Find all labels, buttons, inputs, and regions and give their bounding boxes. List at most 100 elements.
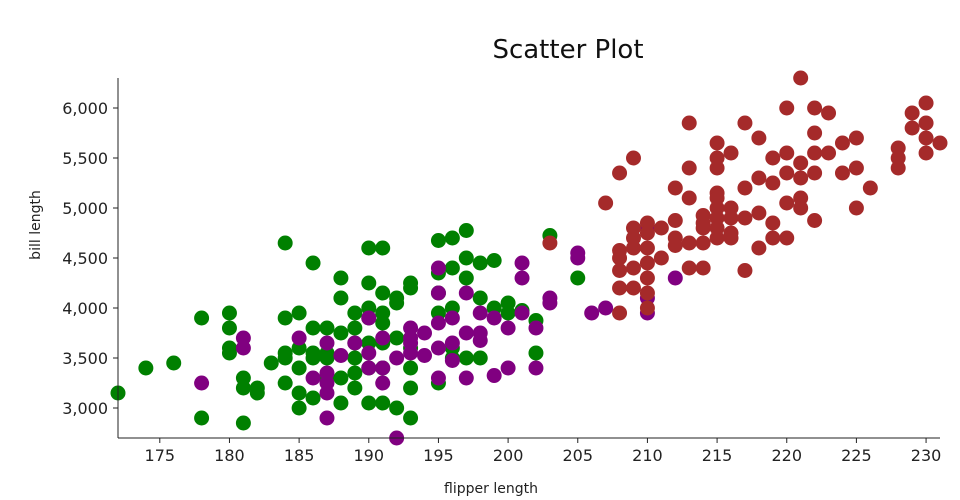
data-point-series-2: [333, 348, 349, 363]
data-point-series-3: [793, 170, 809, 186]
data-point-series-1: [333, 370, 349, 386]
data-point-series-1: [221, 345, 237, 361]
data-point-series-1: [319, 320, 335, 336]
data-point-series-1: [347, 305, 363, 321]
data-point-series-1: [389, 295, 405, 311]
data-point-series-2: [235, 340, 251, 356]
data-point-series-1: [458, 223, 474, 238]
x-tick-label: 195: [423, 446, 454, 465]
data-point-series-2: [528, 320, 544, 336]
y-tick-label: 5,500: [62, 149, 108, 168]
data-point-series-1: [458, 250, 474, 266]
data-point-series-3: [848, 160, 864, 176]
data-point-series-3: [667, 180, 683, 196]
data-point-series-1: [472, 255, 488, 271]
data-point-series-1: [444, 260, 460, 276]
data-point-series-1: [347, 380, 363, 396]
data-point-series-3: [779, 165, 795, 181]
data-point-series-3: [821, 105, 837, 121]
data-point-series-3: [598, 195, 614, 211]
data-point-series-3: [737, 263, 753, 278]
data-point-series-2: [514, 255, 530, 271]
data-point-series-2: [444, 310, 460, 326]
data-point-series-2: [430, 315, 446, 331]
plot-points: [110, 70, 948, 446]
data-point-series-2: [458, 285, 474, 301]
data-point-series-1: [277, 350, 293, 366]
data-point-series-3: [625, 240, 641, 256]
data-point-series-3: [653, 220, 669, 236]
data-point-series-3: [765, 175, 781, 191]
data-point-series-2: [319, 335, 335, 351]
data-point-series-3: [639, 225, 655, 241]
data-point-series-3: [625, 280, 641, 296]
x-tick-label: 220: [771, 446, 802, 465]
data-point-series-1: [361, 240, 377, 256]
data-point-series-1: [305, 255, 321, 271]
data-point-series-3: [639, 300, 655, 316]
data-point-series-1: [375, 285, 391, 301]
data-point-series-3: [653, 250, 669, 266]
data-point-series-1: [361, 395, 377, 411]
data-point-series-1: [305, 320, 321, 336]
data-point-series-2: [417, 325, 433, 341]
data-point-series-3: [779, 195, 795, 211]
x-tick-label: 185: [284, 446, 315, 465]
data-point-series-2: [430, 370, 446, 386]
x-axis-ticks: 175 180 185 190 195 200 205 210 215 220 225 230: [145, 438, 941, 465]
data-point-series-2: [319, 410, 335, 426]
data-point-series-2: [291, 330, 307, 346]
data-point-series-1: [305, 390, 321, 406]
data-point-series-3: [862, 180, 878, 196]
y-tick-label: 4,500: [62, 249, 108, 268]
data-point-series-2: [417, 348, 433, 363]
data-point-series-3: [751, 240, 767, 256]
data-point-series-2: [584, 305, 600, 321]
data-point-series-3: [821, 145, 837, 161]
data-point-series-1: [263, 355, 279, 371]
data-point-series-1: [333, 270, 349, 286]
data-point-series-1: [375, 315, 391, 331]
data-point-series-1: [319, 350, 335, 366]
data-point-series-3: [848, 200, 864, 216]
data-point-series-3: [807, 145, 823, 161]
data-point-series-3: [625, 260, 641, 276]
data-point-series-3: [542, 235, 558, 251]
data-point-series-2: [194, 375, 210, 391]
data-point-series-3: [695, 220, 711, 236]
data-point-series-3: [737, 210, 753, 226]
x-tick-label: 180: [214, 446, 245, 465]
data-point-series-1: [486, 253, 502, 268]
data-point-series-3: [737, 180, 753, 196]
data-point-series-2: [389, 350, 405, 366]
data-point-series-3: [918, 130, 934, 146]
data-point-series-3: [723, 145, 739, 161]
chart-title: Scatter Plot: [492, 35, 643, 65]
data-point-series-3: [890, 160, 906, 176]
data-point-series-1: [403, 380, 419, 396]
x-tick-label: 215: [702, 446, 733, 465]
data-point-series-3: [793, 155, 809, 171]
data-point-series-2: [514, 270, 530, 286]
data-point-series-3: [765, 230, 781, 246]
data-point-series-3: [779, 145, 795, 161]
y-tick-label: 3,500: [62, 349, 108, 368]
y-tick-label: 3,000: [62, 399, 108, 418]
data-point-series-2: [319, 385, 335, 401]
data-point-series-3: [807, 125, 823, 141]
data-point-series-2: [361, 310, 377, 326]
data-point-series-3: [793, 200, 809, 216]
data-point-series-3: [807, 213, 823, 228]
data-point-series-1: [291, 400, 307, 416]
data-point-series-1: [277, 235, 293, 251]
data-point-series-1: [249, 380, 265, 396]
x-axis-label: flipper length: [444, 481, 538, 497]
data-point-series-1: [166, 355, 182, 371]
data-point-series-3: [667, 238, 683, 253]
data-point-series-1: [333, 395, 349, 411]
data-point-series-1: [347, 350, 363, 366]
data-point-series-3: [612, 250, 628, 266]
data-point-series-1: [472, 350, 488, 366]
data-point-series-2: [375, 360, 391, 376]
data-point-series-1: [277, 310, 293, 326]
